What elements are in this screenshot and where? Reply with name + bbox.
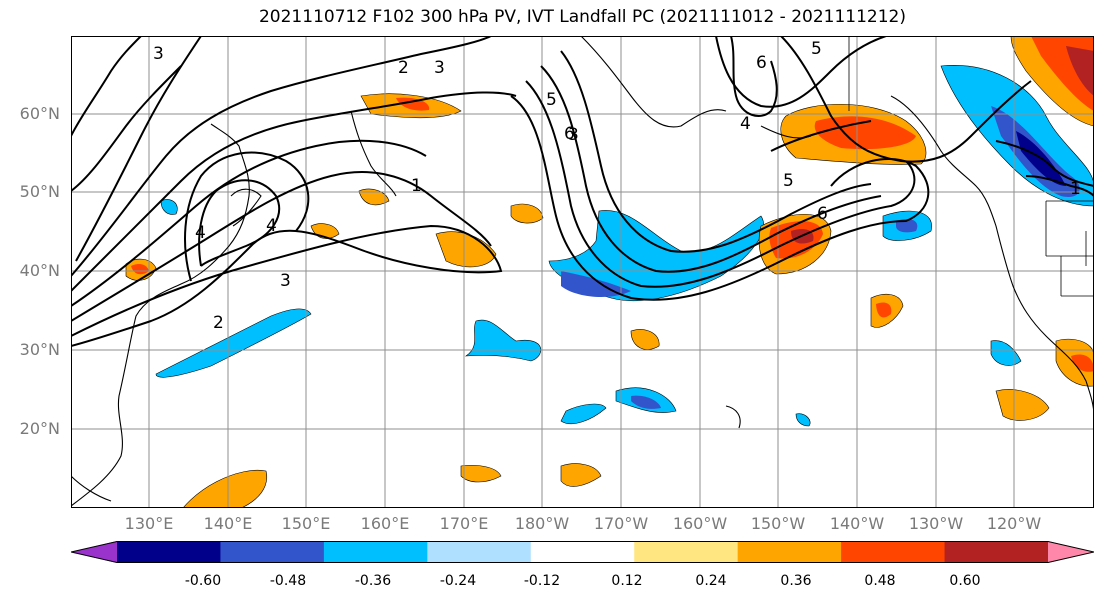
lon-label-130e: 130°E — [124, 514, 174, 533]
anomaly-region — [160, 199, 178, 215]
contour-label: 1 — [1070, 179, 1081, 199]
lat-label-40n: 40°N — [19, 261, 60, 280]
contour-label: 2 — [213, 313, 224, 333]
contour-label: 2 — [398, 58, 409, 78]
anomaly-region — [435, 231, 497, 268]
contour-label: 3 — [434, 58, 445, 78]
political-borders — [848, 36, 1094, 297]
anomaly-region — [876, 302, 892, 318]
anomaly-region — [560, 403, 607, 425]
colorbar-segment — [427, 541, 532, 563]
lat-label-60n: 60°N — [19, 104, 60, 123]
contour-label: 4 — [740, 114, 751, 134]
lon-label-140w: 140°W — [829, 514, 885, 533]
colorbar-segment — [634, 541, 739, 563]
contour-label: 6 — [817, 204, 828, 224]
lon-label-160e: 160°E — [360, 514, 410, 533]
colorbar-tick-label: 0.24 — [695, 573, 727, 589]
lon-label-120w: 120°W — [986, 514, 1042, 533]
anomaly-region — [1066, 46, 1094, 96]
contour-labels: 3 2 3 5 6 5 6 3 4 5 1 6 4 4 3 2 1 — [153, 39, 1081, 333]
anomaly-region — [995, 389, 1050, 421]
lon-label-150w: 150°W — [750, 514, 806, 533]
colorbar-outline — [71, 541, 1094, 563]
contour-label: 3 — [280, 271, 291, 291]
colorbar-segments — [71, 541, 1094, 563]
anomaly-region — [795, 413, 811, 427]
lat-label-20n: 20°N — [19, 419, 60, 438]
colorbar-tick-label: -0.12 — [523, 573, 561, 589]
contour-label: 4 — [266, 216, 277, 236]
anomaly-region — [560, 463, 602, 487]
colorbar-segment — [117, 541, 221, 563]
contour-label: 3 — [568, 125, 579, 145]
colorbar-segment — [841, 541, 946, 563]
colorbar-extend-high — [1048, 541, 1094, 563]
colorbar-tick-label: -0.48 — [269, 573, 307, 589]
anomaly-region — [631, 395, 661, 409]
coastlines — [71, 36, 1094, 507]
anomaly-region — [358, 188, 390, 206]
contour-label: 6 — [564, 124, 575, 144]
pv-contours — [71, 36, 1094, 347]
colorbar-segment — [220, 541, 325, 563]
anomaly-region — [155, 308, 312, 378]
anomaly-region — [1071, 354, 1094, 372]
colorbar-extend-low — [71, 541, 117, 563]
anomaly-region — [464, 319, 542, 362]
colorbar-tick-label: 0.36 — [780, 573, 812, 589]
contour-label: 1 — [411, 176, 422, 196]
anomaly-region — [460, 465, 502, 483]
lon-label-170w: 170°W — [593, 514, 649, 533]
lon-label-150e: 150°E — [281, 514, 331, 533]
colorbar-segment — [737, 541, 842, 563]
anomaly-region — [182, 469, 268, 508]
lon-label-140e: 140°E — [203, 514, 253, 533]
positive-anomaly-regions — [125, 36, 1094, 508]
lon-label-180w: 180°W — [514, 514, 570, 533]
colorbar — [71, 541, 1094, 563]
contour-label: 6 — [756, 53, 767, 73]
contour-label: 5 — [811, 39, 822, 59]
lon-label-130w: 130°W — [908, 514, 964, 533]
lon-label-160w: 160°W — [672, 514, 728, 533]
contour-label: 4 — [195, 223, 206, 243]
anomaly-region — [814, 116, 916, 150]
lat-label-50n: 50°N — [19, 182, 60, 201]
anomaly-region — [630, 329, 660, 350]
map-border — [71, 36, 1094, 508]
anomaly-region — [896, 219, 918, 233]
anomaly-region — [510, 203, 544, 224]
map-title: 2021110712 F102 300 hPa PV, IVT Landfall… — [258, 7, 906, 27]
contour-label: 5 — [546, 90, 557, 110]
contour-label: 5 — [783, 171, 794, 191]
colorbar-segment — [530, 541, 635, 563]
anomaly-region — [131, 263, 149, 275]
colorbar-tick-label: -0.36 — [354, 573, 392, 589]
colorbar-segment — [323, 541, 428, 563]
map-panel: 3 2 3 5 6 5 6 3 4 5 1 6 4 4 3 2 1 — [71, 36, 1094, 508]
graticule — [71, 36, 1094, 508]
colorbar-tick-label: 0.12 — [611, 573, 643, 589]
lat-label-30n: 30°N — [19, 340, 60, 359]
colorbar-tick-label: -0.60 — [184, 573, 222, 589]
lon-label-170e: 170°E — [439, 514, 489, 533]
contour-label: 3 — [153, 44, 164, 64]
colorbar-tick-label: 0.60 — [949, 573, 981, 589]
colorbar-tick-label: -0.24 — [439, 573, 477, 589]
colorbar-segment — [944, 541, 1049, 563]
colorbar-tick-label: 0.48 — [864, 573, 896, 589]
map-canvas: 3 2 3 5 6 5 6 3 4 5 1 6 4 4 3 2 1 — [71, 36, 1094, 508]
